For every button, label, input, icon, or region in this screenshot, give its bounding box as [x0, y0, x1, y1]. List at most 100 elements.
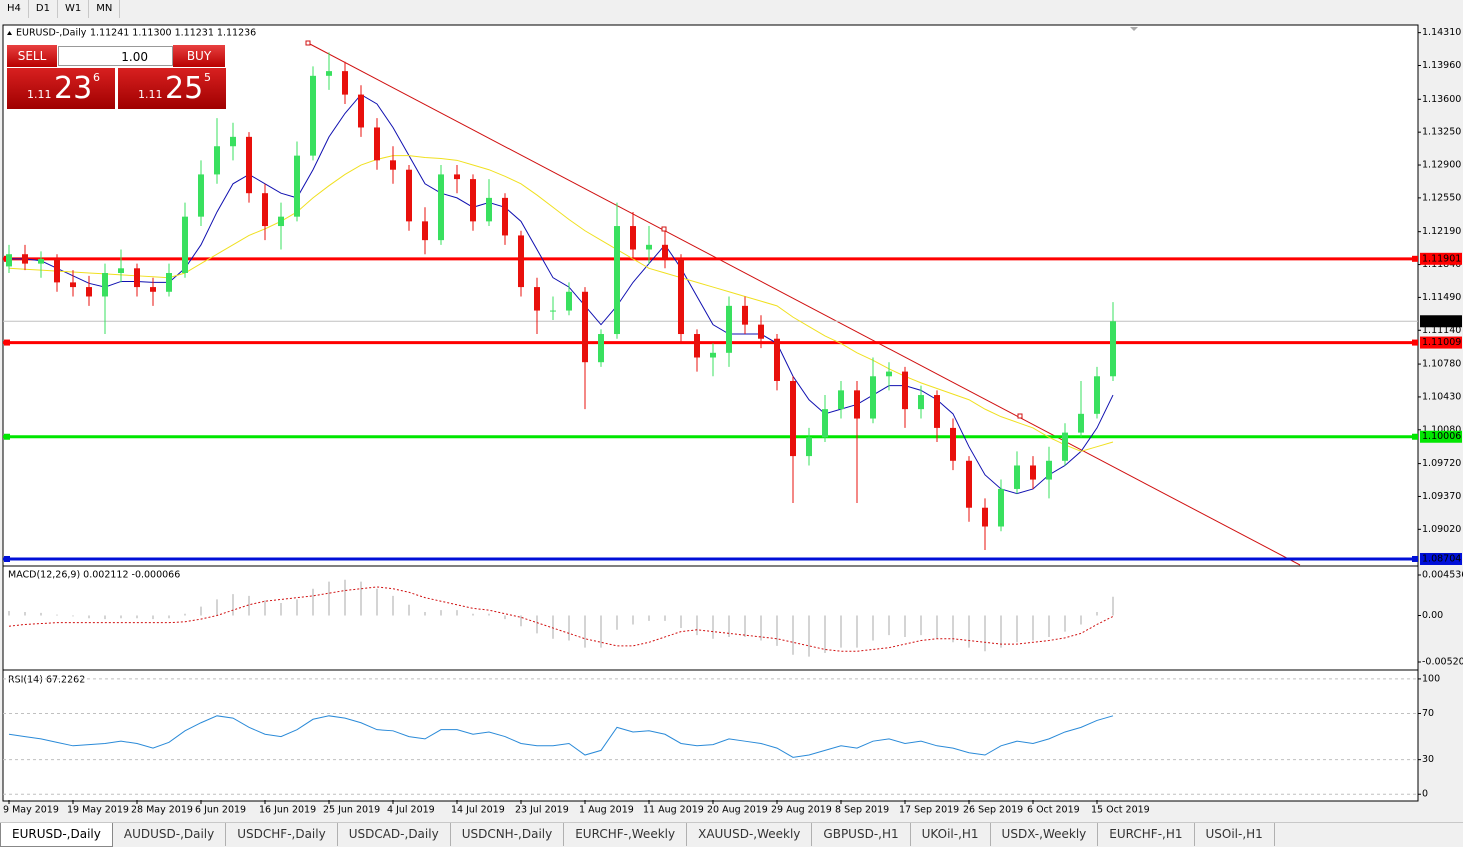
ask-price[interactable]: 1.11 25 5: [118, 68, 226, 109]
candle-body: [646, 244, 652, 250]
candle-body: [950, 427, 956, 461]
timeframe-button[interactable]: H4: [0, 0, 29, 18]
candle-body: [630, 226, 636, 250]
candle-body: [198, 174, 204, 217]
candle-body: [598, 334, 604, 363]
chart-tab[interactable]: EURCHF-,Weekly: [564, 823, 688, 846]
candle-body: [806, 437, 812, 457]
candle-body: [662, 244, 668, 259]
level-label-box: [1420, 430, 1462, 443]
x-tick-label: 28 May 2019: [131, 805, 193, 816]
current-price-label: 1.11236: [1422, 316, 1461, 327]
y-tick-label: 1.09720: [1422, 458, 1461, 469]
timeframe-toolbar: H4 D1 W1 MN: [0, 0, 121, 18]
chart-frame: [2, 24, 1419, 802]
level-handle: [4, 339, 10, 346]
candle-body: [102, 272, 108, 297]
y-tick-label: -0.005205: [1422, 656, 1463, 667]
chart-tab[interactable]: USDCAD-,Daily: [338, 823, 451, 846]
candle-body: [150, 287, 156, 292]
candle-body: [694, 334, 700, 358]
candle-body: [614, 226, 620, 335]
macd-signal: [8, 586, 1114, 652]
trendline-handle: [305, 40, 311, 46]
candle-body: [1062, 432, 1068, 461]
candle-body: [758, 324, 764, 339]
candle-body: [166, 272, 172, 292]
candle-body: [294, 155, 300, 217]
timeframe-button[interactable]: W1: [58, 0, 90, 18]
candle-body: [1046, 460, 1052, 480]
candle-body: [902, 371, 908, 410]
candle-body: [518, 235, 524, 288]
x-tick-label: 20 Aug 2019: [707, 805, 768, 816]
level-handle: [1412, 255, 1418, 262]
y-tick-label: 1.11140: [1422, 325, 1461, 336]
trendline: [307, 42, 1301, 566]
candle-body: [550, 310, 556, 312]
current-price-box: [1420, 315, 1462, 328]
candle-body: [822, 409, 828, 438]
macd-title: MACD(12,26,9) 0.002112 -0.000066: [8, 570, 180, 581]
shift-marker: [1130, 27, 1138, 31]
chart-tab[interactable]: USDX-,Weekly: [991, 823, 1099, 846]
y-tick-label: 1.13250: [1422, 127, 1461, 138]
y-tick-label: 30: [1422, 754, 1434, 765]
level-label: 1.11009: [1422, 337, 1461, 348]
chart-tab[interactable]: GBPUSD-,H1: [812, 823, 911, 846]
timeframe-button[interactable]: MN: [89, 0, 121, 18]
chart-tab[interactable]: USOil-,H1: [1195, 823, 1275, 846]
candle-body: [1030, 465, 1036, 480]
price-pips: 25: [165, 71, 204, 106]
candle-body: [1014, 465, 1020, 489]
candle-body: [310, 75, 316, 156]
y-tick-label: 70: [1422, 708, 1434, 719]
candle-body: [774, 338, 780, 381]
x-tick-label: 16 Jun 2019: [259, 805, 316, 816]
sell-button[interactable]: SELL: [7, 45, 57, 67]
y-tick-label: 1.10430: [1422, 391, 1461, 402]
level-label-box: [1420, 336, 1462, 349]
chart-tab[interactable]: UKOil-,H1: [911, 823, 991, 846]
candle-body: [982, 507, 988, 527]
x-tick-label: 19 May 2019: [67, 805, 129, 816]
price-pips: 23: [54, 71, 93, 106]
timeframe-button[interactable]: D1: [29, 0, 58, 18]
candle-body: [22, 254, 28, 264]
candle-body: [790, 380, 796, 457]
chart-tab[interactable]: USDCNH-,Daily: [451, 823, 565, 846]
y-tick-label: 1.12190: [1422, 226, 1461, 237]
buy-button[interactable]: BUY: [173, 45, 225, 67]
candle-body: [54, 258, 60, 283]
candle-body: [726, 305, 732, 353]
price-fraction: 5: [204, 71, 211, 84]
bid-price[interactable]: 1.11 23 6: [7, 68, 115, 109]
chart-tab[interactable]: EURCHF-,H1: [1098, 823, 1195, 846]
x-tick-label: 26 Sep 2019: [963, 805, 1023, 816]
candle-body: [422, 221, 428, 241]
candle-body: [278, 216, 284, 227]
chart-tab[interactable]: EURUSD-,Daily: [0, 823, 113, 847]
candle-body: [38, 258, 44, 264]
y-tick-label: 1.13960: [1422, 60, 1461, 71]
level-handle: [1412, 555, 1418, 562]
lot-input[interactable]: 1.00: [58, 46, 173, 66]
chart-tab[interactable]: USDCHF-,Daily: [226, 823, 338, 846]
chart-tab[interactable]: AUDUSD-,Daily: [113, 823, 227, 846]
level-label: 1.11901: [1422, 253, 1461, 264]
trendline-handle: [1017, 413, 1023, 419]
y-tick-label: 1.13600: [1422, 94, 1461, 105]
y-tick-label: 1.11490: [1422, 292, 1461, 303]
candle-body: [182, 216, 188, 273]
y-tick-label: 0.00: [1422, 610, 1443, 621]
level-label-box: [1420, 252, 1462, 265]
price-fraction: 6: [93, 71, 100, 84]
chart-tab[interactable]: XAUUSD-,Weekly: [687, 823, 813, 846]
symbol-title: EURUSD-,Daily: [16, 28, 87, 39]
y-tick-label: 1.09020: [1422, 524, 1461, 535]
candle-body: [854, 390, 860, 419]
y-tick-label: 1.10780: [1422, 359, 1461, 370]
moving-average: [8, 155, 1114, 452]
candle-body: [918, 395, 924, 410]
